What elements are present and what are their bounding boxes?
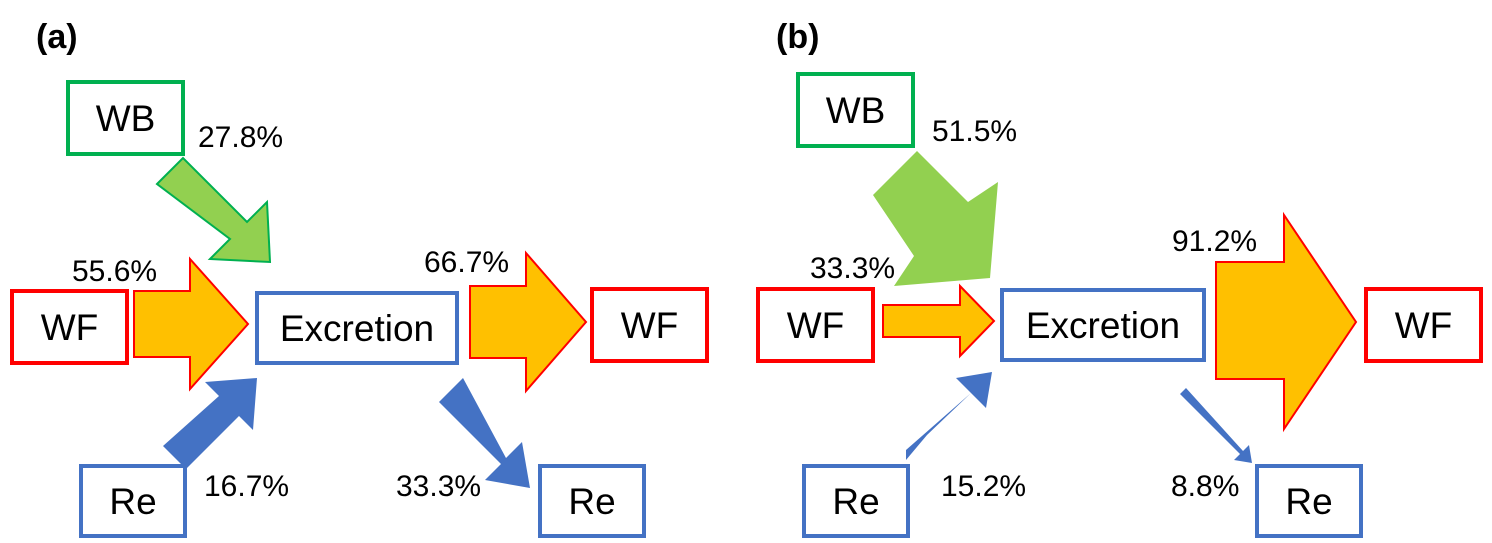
panel-a-re-out-percent: 33.3% bbox=[396, 470, 481, 503]
panel-b-wf-outflow-arrow bbox=[1215, 211, 1358, 433]
panel-a-re-out-text: Re bbox=[568, 481, 615, 522]
panel-b-label: (b) bbox=[776, 18, 819, 56]
panel-a: (a) WB WF Excretion WF Re Re 27.8% 55.6%… bbox=[10, 18, 709, 538]
panel-a-excretion-box bbox=[255, 291, 459, 365]
panel-a-re-outflow-arrow bbox=[439, 378, 530, 488]
panel-b-re-outflow-arrow bbox=[1180, 388, 1252, 463]
panel-a-re-out-box bbox=[538, 464, 646, 538]
panel-b-wf-out-percent: 91.2% bbox=[1172, 225, 1257, 258]
panel-b-re-in-text: Re bbox=[832, 481, 879, 522]
panel-a-wf-outflow-arrow bbox=[469, 250, 588, 394]
panel-a-wb-inflow-arrow bbox=[155, 156, 272, 264]
panel-a-wf-out-box bbox=[590, 287, 709, 363]
panel-b-wf-out-text: WF bbox=[1395, 305, 1453, 346]
panel-a-re-in-text: Re bbox=[109, 481, 156, 522]
panel-a-wb-percent: 27.8% bbox=[198, 121, 283, 154]
panel-b-re-out-text: Re bbox=[1285, 481, 1332, 522]
panel-b-re-in-box bbox=[802, 464, 910, 538]
panel-a-wf-inflow-arrow bbox=[133, 256, 250, 392]
panel-a-excretion-text: Excretion bbox=[280, 308, 434, 349]
panel-a-wb-text: WB bbox=[96, 98, 156, 139]
panel-b-wb-inflow-arrow bbox=[873, 151, 998, 286]
panel-b-wb-text: WB bbox=[826, 90, 886, 131]
panel-a-wb-box bbox=[66, 80, 185, 156]
panel-a-re-in-percent: 16.7% bbox=[204, 470, 289, 503]
panel-b-re-out-percent: 8.8% bbox=[1171, 470, 1239, 503]
panel-a-wf-in-text: WF bbox=[41, 307, 99, 348]
panel-b-wf-in-percent: 33.3% bbox=[810, 252, 895, 285]
panel-a-wf-in-box bbox=[10, 289, 129, 365]
panel-b-wb-percent: 51.5% bbox=[932, 115, 1017, 148]
panel-b-wf-inflow-arrow bbox=[882, 283, 996, 359]
panel-b-re-in-percent: 15.2% bbox=[941, 470, 1026, 503]
panel-b-wb-box bbox=[796, 72, 915, 148]
panel-b: (b) WB WF Excretion WF Re Re 51.5% 33.3%… bbox=[756, 18, 1483, 538]
panel-b-excretion-box bbox=[1000, 288, 1206, 362]
panel-a-wf-out-percent: 66.7% bbox=[424, 246, 509, 279]
panel-b-wf-in-box bbox=[756, 287, 875, 363]
panel-b-wf-in-text: WF bbox=[787, 305, 845, 346]
panel-a-wf-out-text: WF bbox=[621, 305, 679, 346]
panel-b-wf-out-box bbox=[1364, 287, 1483, 363]
panel-a-re-in-box bbox=[79, 464, 187, 538]
panel-b-excretion-text: Excretion bbox=[1026, 305, 1180, 346]
panel-a-wf-in-percent: 55.6% bbox=[72, 255, 157, 288]
panel-a-re-inflow-arrow bbox=[163, 378, 257, 469]
panel-a-label: (a) bbox=[36, 18, 78, 56]
panel-b-re-inflow-arrow bbox=[906, 372, 992, 460]
panel-b-re-out-box bbox=[1255, 464, 1363, 538]
